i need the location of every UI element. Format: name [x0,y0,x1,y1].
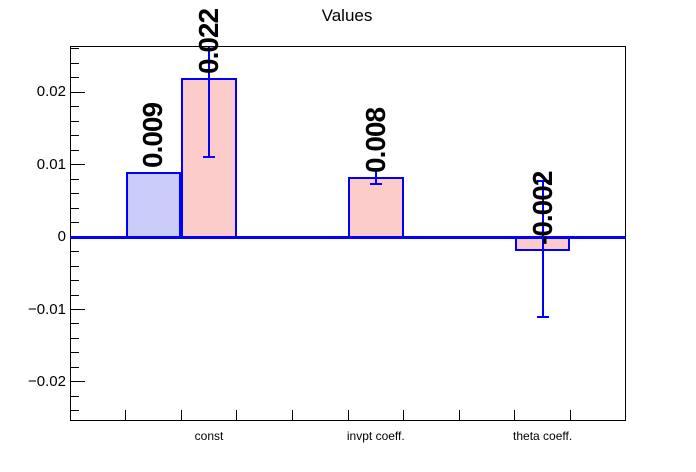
x-category-label: const [194,429,224,443]
x-tick [180,410,182,420]
x-tick [514,410,516,420]
error-bar-cap-bottom [369,183,382,186]
y-minor-tick [71,294,79,296]
y-minor-tick [71,62,79,64]
y-minor-tick [71,410,79,412]
y-minor-tick [71,120,79,122]
y-minor-tick [71,366,79,368]
y-minor-tick [71,135,79,137]
y-minor-tick [71,149,79,151]
x-category-label: invpt coeff. [346,429,405,443]
y-minor-tick [71,251,79,253]
y-major-tick [71,309,85,310]
x-tick [347,410,349,420]
x-category-label: theta coeff. [513,429,573,443]
y-major-tick [71,381,85,383]
y-tick-label: 0.01 [36,155,66,173]
zero-line [70,236,626,240]
y-minor-tick [71,323,79,325]
y-minor-tick [71,280,79,282]
bar-6 [348,177,404,240]
y-tick-label: −0.01 [28,300,66,318]
error-bar-line [541,180,544,317]
error-bar-line [208,47,210,158]
y-minor-tick [71,48,79,50]
error-bar-line [374,169,377,185]
y-tick-label: 0.02 [36,83,66,101]
y-minor-tick [71,178,79,180]
bar-value-label: -0.002 [526,171,558,245]
x-tick [458,410,460,420]
y-minor-tick [71,106,79,108]
y-major-tick [71,164,85,166]
x-tick [125,410,127,420]
x-tick [403,410,405,420]
bar-value-label: 0.008 [359,107,391,174]
x-tick [569,410,571,420]
y-tick-label: 0 [57,228,66,246]
x-tick [236,410,238,420]
plot-frame [70,46,626,421]
error-bar-cap-top [536,179,549,182]
error-bar-cap-bottom [203,156,215,159]
bar-2 [125,171,182,240]
y-minor-tick [71,337,79,339]
bar-value-label: 0.022 [193,8,224,74]
y-minor-tick [71,193,79,195]
x-tick [291,410,293,420]
y-tick-label: −0.02 [28,373,66,391]
y-minor-tick [71,265,79,267]
y-minor-tick [71,222,79,224]
y-minor-tick [71,207,79,209]
chart-title: Values [321,6,373,25]
y-minor-tick [71,395,79,397]
bar-value-label: 0.009 [137,102,169,168]
y-minor-tick [71,77,79,79]
y-minor-tick [71,352,79,354]
y-major-tick [71,91,85,93]
error-bar-cap-bottom [536,315,549,318]
error-bar-cap-top [369,168,382,171]
